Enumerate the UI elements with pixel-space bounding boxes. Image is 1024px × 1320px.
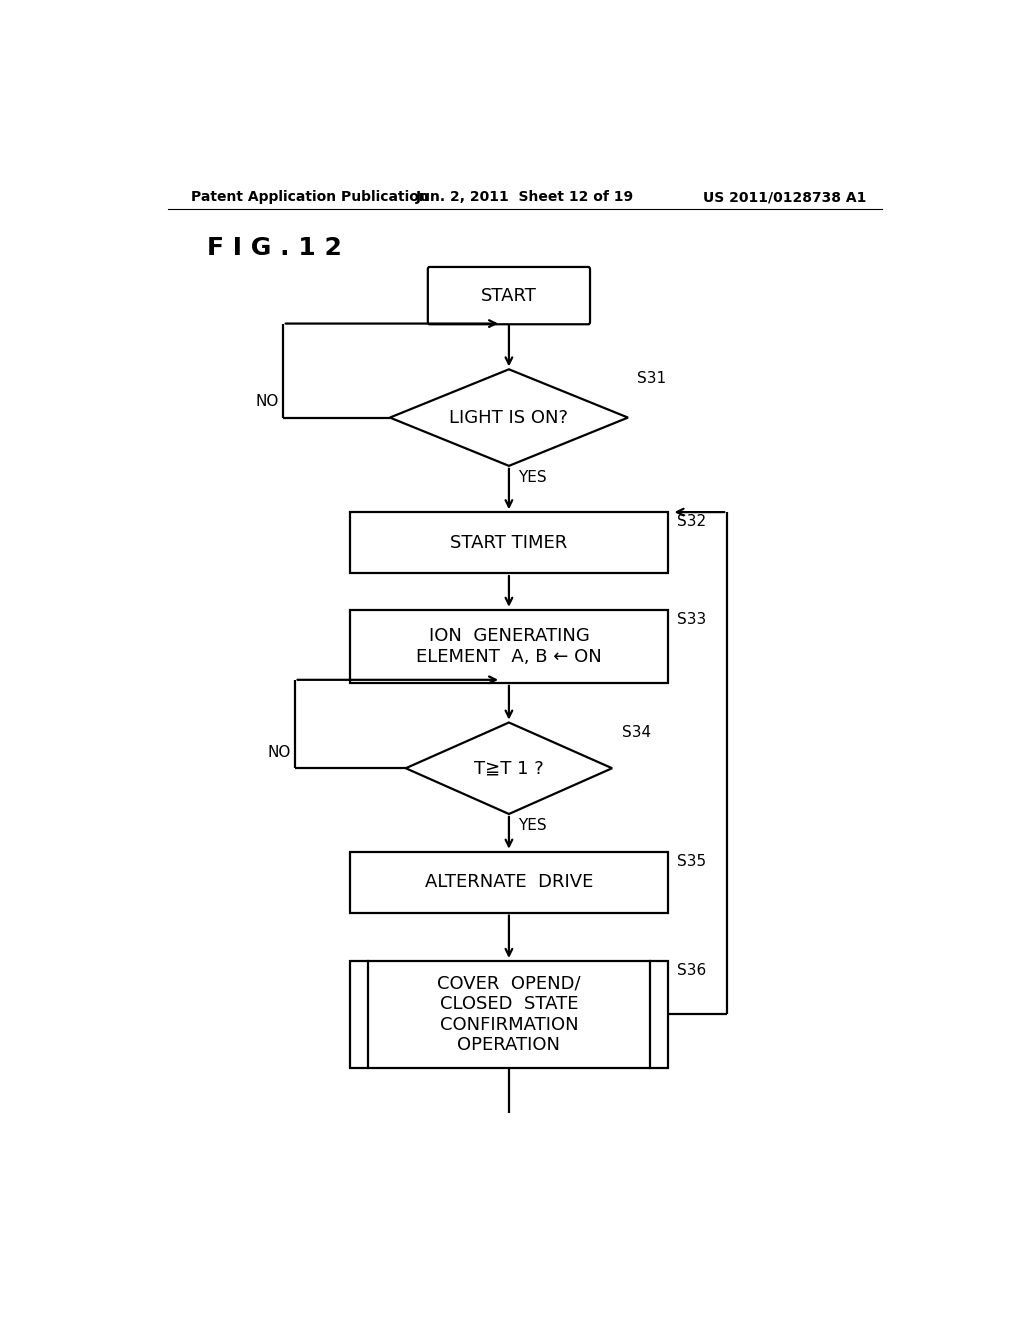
- Text: START: START: [481, 286, 537, 305]
- Text: ION  GENERATING
ELEMENT  A, B ← ON: ION GENERATING ELEMENT A, B ← ON: [416, 627, 602, 665]
- Text: F I G . 1 2: F I G . 1 2: [207, 236, 342, 260]
- Text: S31: S31: [638, 371, 667, 387]
- Polygon shape: [406, 722, 612, 814]
- Text: S33: S33: [677, 611, 707, 627]
- Bar: [350, 961, 668, 1068]
- Text: S34: S34: [622, 725, 650, 739]
- Text: ALTERNATE  DRIVE: ALTERNATE DRIVE: [425, 873, 593, 891]
- Text: LIGHT IS ON?: LIGHT IS ON?: [450, 409, 568, 426]
- Polygon shape: [390, 370, 628, 466]
- Text: Jun. 2, 2011  Sheet 12 of 19: Jun. 2, 2011 Sheet 12 of 19: [416, 190, 634, 205]
- Bar: [350, 512, 668, 573]
- Text: T≧T 1 ?: T≧T 1 ?: [474, 759, 544, 777]
- Text: S32: S32: [677, 515, 707, 529]
- Text: START TIMER: START TIMER: [451, 533, 567, 552]
- Text: YES: YES: [518, 470, 547, 484]
- Text: S36: S36: [677, 962, 707, 978]
- Bar: [350, 851, 668, 912]
- Text: NO: NO: [255, 395, 279, 409]
- Bar: [350, 610, 668, 682]
- Text: Patent Application Publication: Patent Application Publication: [191, 190, 429, 205]
- Text: US 2011/0128738 A1: US 2011/0128738 A1: [702, 190, 866, 205]
- Text: YES: YES: [518, 818, 547, 833]
- FancyBboxPatch shape: [428, 267, 590, 325]
- Text: COVER  OPEND/
CLOSED  STATE
CONFIRMATION
OPERATION: COVER OPEND/ CLOSED STATE CONFIRMATION O…: [437, 974, 581, 1055]
- Text: NO: NO: [267, 744, 291, 760]
- Text: S35: S35: [677, 854, 707, 869]
